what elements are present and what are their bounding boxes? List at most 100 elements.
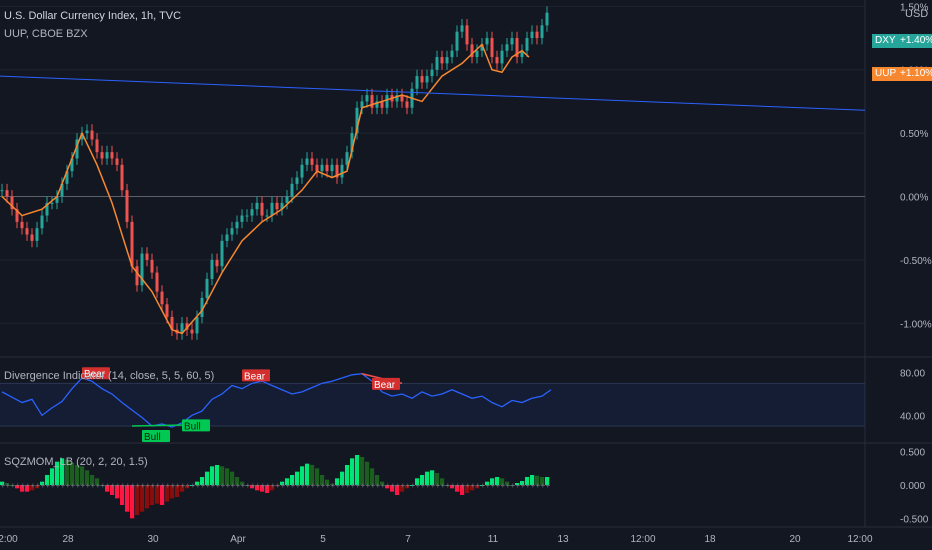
momentum-bar [520, 481, 525, 485]
dxy-name-badge: DXY [872, 34, 899, 48]
bull-label: Bull [182, 419, 210, 432]
squeeze-dot: + [296, 481, 301, 490]
candle-body [305, 158, 309, 165]
candle-body [525, 38, 529, 51]
momentum-bar [135, 485, 140, 515]
candle-body [290, 183, 294, 197]
momentum-bar [5, 483, 10, 485]
uup-name-badge: UUP [872, 67, 900, 81]
momentum-bar [425, 471, 430, 485]
squeeze-dot: + [256, 481, 261, 490]
squeeze-dot: + [81, 481, 86, 490]
squeeze-dot: + [356, 481, 361, 490]
x-tick-label: 5 [320, 534, 326, 545]
momentum-bar [430, 470, 435, 485]
sqzmom-title: SQZMOM_LB (20, 2, 20, 1.5) [4, 456, 148, 468]
squeeze-dot: + [376, 481, 381, 490]
candle-body [190, 329, 194, 334]
momentum-bar [185, 485, 190, 489]
squeeze-dot: + [381, 481, 386, 490]
squeeze-dot: + [546, 481, 551, 490]
momentum-bar [175, 485, 180, 497]
squeeze-dot: + [341, 481, 346, 490]
candle-body [160, 291, 164, 305]
rsi-line [1, 373, 552, 428]
y-tick-label: 1.50% [900, 2, 928, 13]
candle-body [5, 190, 9, 197]
momentum-bar [300, 466, 305, 485]
x-tick-label: 28 [62, 534, 74, 545]
candle-body [285, 196, 289, 203]
label-box [82, 367, 110, 380]
squeeze-momentum-pane[interactable]: + + + + + + + + + + + + + + + + + + + + + + + + + + + + + + + + + + + + + + + +… [0, 455, 551, 519]
squeeze-dot: + [71, 481, 76, 490]
candle-body [340, 164, 344, 178]
x-tick-label: Apr [230, 534, 246, 545]
squeeze-dot: + [466, 481, 471, 490]
candle-body [15, 209, 19, 222]
squeeze-dot: + [346, 481, 351, 490]
squeeze-dot: + [426, 481, 431, 490]
momentum-bar [305, 463, 310, 485]
candle-body [345, 152, 349, 165]
candle-body [30, 234, 34, 241]
momentum-bar [445, 485, 450, 486]
momentum-bar [205, 471, 210, 485]
squeeze-dot: + [261, 481, 266, 490]
squeeze-dot: + [481, 481, 486, 490]
squeeze-dot: + [491, 481, 496, 490]
candle-body [260, 202, 264, 216]
squeeze-dot: + [46, 481, 51, 490]
momentum-bar [465, 485, 470, 493]
candle-body [455, 31, 459, 51]
candle-body [90, 130, 94, 140]
candle-body [110, 152, 114, 159]
momentum-bar [345, 465, 350, 485]
squeeze-dot: + [351, 481, 356, 490]
momentum-bar [225, 468, 230, 485]
squeeze-dot: + [316, 481, 321, 490]
bear-label: Bear [372, 377, 400, 391]
momentum-bar [415, 478, 420, 485]
candle-body [100, 152, 104, 159]
candle-body [320, 164, 324, 172]
squeeze-dot: + [541, 481, 546, 490]
main-price-pane[interactable] [0, 6, 866, 340]
momentum-bar [485, 481, 490, 485]
squeeze-dot: + [411, 481, 416, 490]
candle-body [200, 297, 204, 317]
momentum-bar [235, 477, 240, 485]
candle-body [470, 44, 474, 58]
momentum-bar [125, 485, 130, 512]
squeeze-dot: + [51, 481, 56, 490]
main-title: U.S. Dollar Currency Index, 1h, TVC [4, 10, 182, 22]
momentum-bar [390, 485, 395, 492]
squeeze-dot: + [336, 481, 341, 490]
candle-body [405, 101, 409, 108]
candle-body [335, 164, 339, 178]
divergence-pane[interactable]: Bear Bull Bull Bear Bear [0, 367, 865, 443]
candle-body [45, 202, 49, 216]
squeeze-dot: + [21, 481, 26, 490]
squeeze-dot: + [536, 481, 541, 490]
momentum-bar [480, 485, 485, 486]
squeeze-dot: + [431, 481, 436, 490]
overlay-title: UUP, CBOE BZX [4, 28, 88, 40]
squeeze-dot: + [106, 481, 111, 490]
squeeze-dot: + [406, 481, 411, 490]
candle-body [145, 253, 149, 260]
momentum-bar [295, 471, 300, 485]
candle-body [80, 133, 84, 140]
squeeze-dot: + [76, 481, 81, 490]
candle-body [235, 221, 239, 229]
momentum-bar [375, 475, 380, 485]
momentum-bar [355, 455, 360, 485]
momentum-bar [360, 457, 365, 485]
squeeze-dot: + [496, 481, 501, 490]
momentum-bar [170, 485, 175, 499]
momentum-bar [30, 485, 35, 491]
momentum-bar [275, 485, 280, 487]
squeeze-dot: + [486, 481, 491, 490]
squeeze-dot: + [101, 481, 106, 490]
momentum-bar [280, 481, 285, 485]
